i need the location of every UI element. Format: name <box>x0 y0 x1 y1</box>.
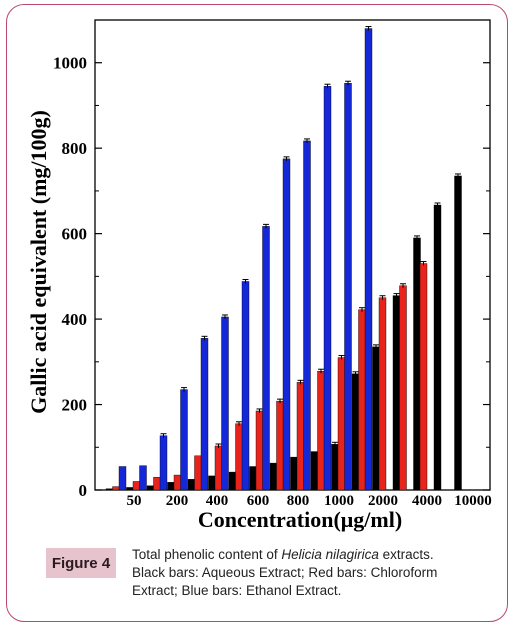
bar-aqueous <box>351 373 360 491</box>
bar-aqueous <box>310 451 319 491</box>
y-tick-label: 800 <box>62 139 88 158</box>
x-tick-label: 2000 <box>368 493 398 509</box>
bar-aqueous <box>413 237 421 491</box>
bar-ethanol <box>282 158 291 491</box>
bar-aqueous <box>433 204 442 491</box>
y-tick-label: 600 <box>62 225 88 244</box>
bar-ethanol <box>200 338 209 491</box>
bar-ethanol <box>262 226 270 491</box>
x-tick-label: 1000 <box>324 493 354 509</box>
bar-ethanol <box>118 466 127 491</box>
bar-chloroform <box>337 357 346 491</box>
x-tick-label: 600 <box>247 493 270 509</box>
caption-post: extracts. <box>378 547 434 562</box>
y-tick-label: 200 <box>62 396 88 415</box>
bar-chart: 0 200 400 600 800 1000 50 200 400 600 800 1000 2000 4… <box>26 19 492 532</box>
bar-aqueous <box>249 466 257 491</box>
y-axis-title: Gallic acid equivalent (mg/100g) <box>26 110 51 414</box>
bar-aqueous <box>228 471 237 491</box>
x-tick-label: 400 <box>206 493 229 509</box>
y-tick-label: 400 <box>62 310 88 329</box>
x-axis-title: Concentration(μg/ml) <box>198 507 402 532</box>
figure-label: Figure 4 <box>46 548 116 578</box>
bar-aqueous <box>146 485 155 491</box>
bar-chloroform <box>153 476 161 491</box>
bar-ethanol <box>139 465 147 491</box>
bar-aqueous <box>392 295 401 491</box>
x-tick-label: 200 <box>166 493 189 509</box>
x-tick-label: 50 <box>127 493 142 509</box>
bar-ethanol <box>159 435 168 491</box>
bar-ethanol <box>303 140 311 491</box>
caption-pre: Total phenolic content of <box>132 547 282 562</box>
bar-aqueous <box>331 444 339 491</box>
x-tick-label: 10000 <box>454 493 492 509</box>
bar-aqueous <box>167 482 175 491</box>
bar-aqueous <box>105 488 114 491</box>
bar-chloroform <box>194 455 202 491</box>
bar-chloroform <box>235 423 243 491</box>
bar-chloroform <box>419 263 428 491</box>
bar-chloroform <box>173 474 182 491</box>
bar-chloroform <box>358 309 366 491</box>
bar-chloroform <box>214 445 223 491</box>
bar-chloroform <box>132 481 141 491</box>
caption-species: Helicia nilagirica <box>281 547 379 562</box>
bar-chloroform <box>378 297 387 491</box>
bar-aqueous <box>187 479 196 491</box>
bar-chloroform <box>255 410 264 491</box>
x-tick-label: 4000 <box>412 493 442 509</box>
plot-frame <box>94 19 491 491</box>
bar-aqueous <box>290 456 298 491</box>
bar-chloroform <box>296 382 305 491</box>
bar-ethanol <box>364 28 373 491</box>
bar-aqueous <box>269 462 278 491</box>
bar-ethanol <box>241 281 250 491</box>
bar-chloroform <box>112 486 120 491</box>
figure-caption: Figure 4 Total phenolic content of Helic… <box>46 546 496 606</box>
bar-chloroform <box>399 285 407 491</box>
x-tick-label: 800 <box>287 493 310 509</box>
bar-aqueous <box>372 346 380 491</box>
bar-ethanol <box>221 316 229 491</box>
y-tick-label: 1000 <box>53 54 87 73</box>
bar-chloroform <box>276 400 284 491</box>
bar-aqueous <box>454 175 462 491</box>
bar-ethanol <box>323 86 332 491</box>
caption-line-2: Black bars: Aqueous Extract; Red bars: C… <box>132 565 438 580</box>
bar-chloroform <box>317 371 325 491</box>
y-tick-label: 0 <box>79 481 88 500</box>
bar-ethanol <box>180 389 188 491</box>
bar-aqueous <box>126 487 134 491</box>
caption-text: Total phenolic content of Helicia nilagi… <box>132 546 512 600</box>
caption-line-3: Extract; Blue bars: Ethanol Extract. <box>132 583 342 598</box>
bar-ethanol <box>344 83 352 491</box>
bar-aqueous <box>208 475 216 491</box>
